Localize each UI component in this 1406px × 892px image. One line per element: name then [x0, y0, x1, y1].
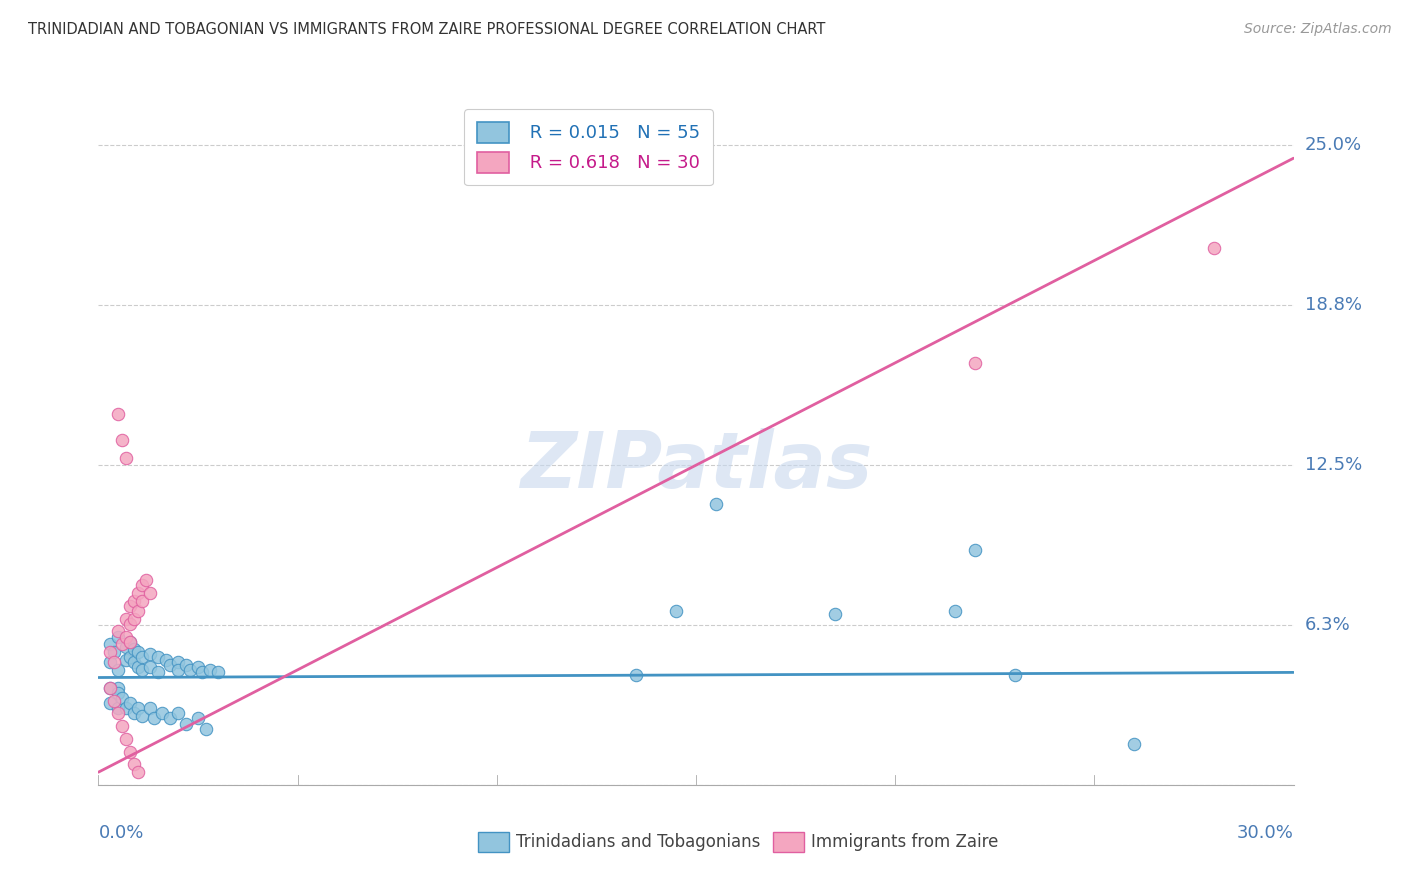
Point — [159, 657, 181, 672]
Point — [98, 645, 122, 659]
Point — [150, 706, 173, 721]
Point — [187, 711, 209, 725]
Point — [103, 693, 125, 707]
Point — [207, 665, 229, 680]
Point — [187, 660, 209, 674]
Point — [1202, 241, 1225, 255]
Point — [111, 433, 134, 447]
Text: 25.0%: 25.0% — [1305, 136, 1362, 154]
Point — [963, 542, 986, 557]
Point — [115, 450, 138, 465]
Point — [111, 719, 134, 733]
Text: 18.8%: 18.8% — [1305, 296, 1361, 314]
Point — [143, 711, 166, 725]
Point — [167, 655, 190, 669]
Point — [124, 757, 146, 772]
Text: Immigrants from Zaire: Immigrants from Zaire — [811, 833, 998, 851]
Legend:  R = 0.015   N = 55,  R = 0.618   N = 30: R = 0.015 N = 55, R = 0.618 N = 30 — [464, 110, 713, 186]
Point — [127, 765, 149, 780]
Text: Trinidadians and Tobagonians: Trinidadians and Tobagonians — [516, 833, 761, 851]
Point — [107, 706, 129, 721]
Point — [943, 604, 966, 618]
Point — [120, 616, 142, 631]
Point — [148, 665, 170, 680]
Point — [167, 706, 190, 721]
Point — [111, 690, 134, 705]
Point — [111, 637, 134, 651]
Point — [98, 681, 122, 695]
Point — [1123, 737, 1146, 751]
Point — [115, 701, 138, 715]
Point — [174, 716, 197, 731]
Point — [167, 663, 190, 677]
Point — [127, 645, 149, 659]
Point — [139, 701, 162, 715]
Point — [1004, 668, 1026, 682]
Point — [195, 722, 218, 736]
Point — [115, 630, 138, 644]
Point — [107, 681, 129, 695]
Point — [135, 574, 157, 588]
Point — [120, 599, 142, 613]
Text: 0.0%: 0.0% — [98, 824, 143, 842]
Point — [124, 594, 146, 608]
Text: ZIPatlas: ZIPatlas — [520, 428, 872, 504]
Point — [139, 648, 162, 662]
Text: 30.0%: 30.0% — [1237, 824, 1294, 842]
Point — [103, 645, 125, 659]
Point — [148, 650, 170, 665]
Point — [824, 607, 846, 621]
Point — [174, 657, 197, 672]
Point — [124, 706, 146, 721]
Point — [120, 634, 142, 648]
Point — [107, 624, 129, 639]
Text: 12.5%: 12.5% — [1305, 456, 1362, 475]
Point — [107, 663, 129, 677]
Point — [103, 655, 125, 669]
Point — [107, 701, 129, 715]
Point — [131, 663, 153, 677]
Point — [124, 612, 146, 626]
Point — [115, 612, 138, 626]
Point — [131, 709, 153, 723]
Point — [963, 356, 986, 370]
Point — [120, 745, 142, 759]
Point — [127, 660, 149, 674]
Text: TRINIDADIAN AND TOBAGONIAN VS IMMIGRANTS FROM ZAIRE PROFESSIONAL DEGREE CORRELAT: TRINIDADIAN AND TOBAGONIAN VS IMMIGRANTS… — [28, 22, 825, 37]
Point — [115, 652, 138, 666]
Point — [198, 663, 221, 677]
Point — [179, 663, 201, 677]
Point — [665, 604, 688, 618]
Point — [124, 655, 146, 669]
Point — [127, 586, 149, 600]
Point — [131, 578, 153, 592]
Point — [124, 642, 146, 657]
Point — [115, 731, 138, 746]
Point — [120, 634, 142, 648]
Point — [115, 640, 138, 654]
Point — [131, 594, 153, 608]
Point — [120, 696, 142, 710]
Text: 6.3%: 6.3% — [1305, 616, 1350, 634]
Point — [155, 652, 177, 666]
Point — [107, 630, 129, 644]
Point — [131, 650, 153, 665]
Point — [626, 668, 648, 682]
Point — [139, 660, 162, 674]
Point — [98, 696, 122, 710]
Point — [127, 701, 149, 715]
Point — [120, 650, 142, 665]
Text: Source: ZipAtlas.com: Source: ZipAtlas.com — [1244, 22, 1392, 37]
Point — [107, 407, 129, 421]
Point — [107, 686, 129, 700]
Point — [704, 497, 727, 511]
Point — [159, 711, 181, 725]
Point — [191, 665, 214, 680]
Point — [139, 586, 162, 600]
Point — [98, 681, 122, 695]
Point — [98, 637, 122, 651]
Point — [98, 655, 122, 669]
Point — [127, 604, 149, 618]
